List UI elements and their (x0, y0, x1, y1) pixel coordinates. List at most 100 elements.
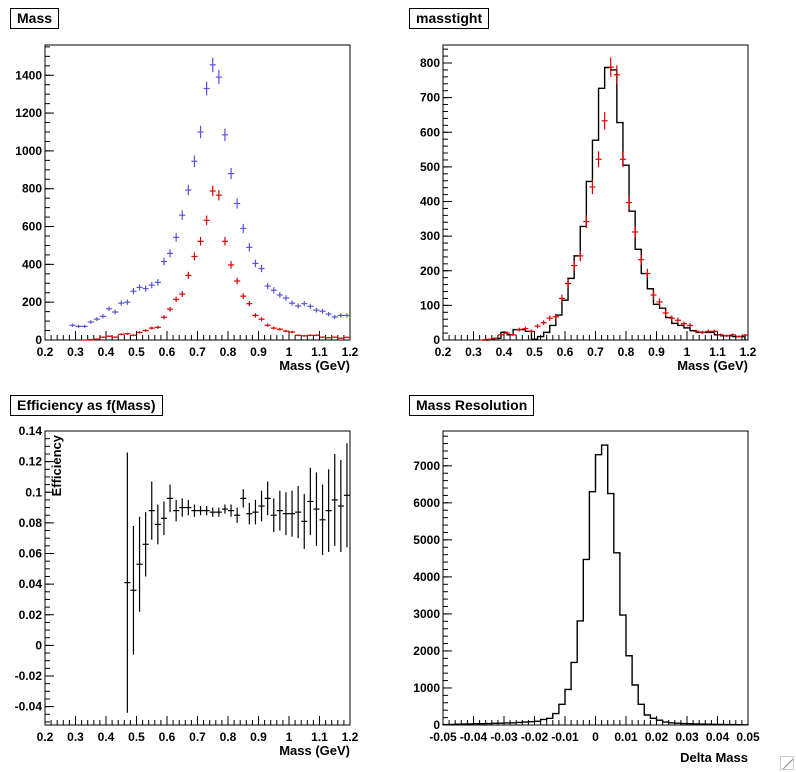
data-point (124, 452, 131, 713)
x-tick-label: 0.6 (557, 345, 574, 359)
data-point (711, 329, 718, 334)
data-point (234, 277, 241, 285)
y-tick-label: 0.06 (19, 547, 43, 561)
data-point (307, 467, 314, 536)
resize-handle[interactable] (780, 756, 794, 770)
y-tick-label: 300 (420, 229, 440, 243)
y-tick-label: 0.02 (19, 608, 43, 622)
data-point (118, 333, 125, 336)
data-point (191, 155, 198, 168)
data-point (307, 334, 314, 337)
x-tick-label: 0.9 (250, 730, 267, 744)
plot-frame (44, 430, 351, 726)
data-point (632, 225, 639, 239)
data-point (540, 320, 547, 326)
data-point (693, 329, 700, 334)
data-point (626, 195, 633, 210)
data-point (331, 314, 338, 320)
data-point (179, 291, 186, 297)
data-point (571, 260, 578, 271)
y-tick-label: 600 (420, 125, 440, 139)
data-point (491, 337, 498, 340)
x-tick-label: 0.01 (614, 730, 638, 744)
data-point (215, 189, 222, 201)
data-point (209, 507, 216, 517)
x-tick-label: 0.3 (67, 730, 84, 744)
x-tick-label: 0.9 (250, 345, 267, 359)
panel-1: 0.2 0.3 0.4 0.5 0.6 0.7 0.8 0.9 1 1.1 1.2 0 100 200 30… (420, 44, 757, 373)
data-point (644, 268, 651, 279)
data-point (130, 288, 137, 295)
data-point (276, 327, 283, 331)
y-tick-label: 0.14 (19, 424, 43, 438)
data-point (497, 333, 504, 337)
x-tick-label: 0.04 (706, 730, 730, 744)
data-point (203, 81, 210, 96)
data-point (313, 307, 320, 313)
x-tick-label: 0.02 (645, 730, 669, 744)
data-point (87, 339, 94, 341)
data-point (264, 481, 271, 516)
data-point (234, 507, 241, 523)
data-point (136, 284, 143, 291)
x-tick-label: 1.1 (311, 345, 328, 359)
title-efficiency: Efficiency as f(Mass) (10, 395, 163, 416)
data-point (289, 330, 296, 334)
y-tick-label: 0.04 (19, 577, 43, 591)
x-tick-label: 1 (684, 345, 691, 359)
data-point (601, 112, 608, 130)
data-point (705, 329, 712, 334)
x-tick-label: 0.6 (159, 730, 176, 744)
data-point (185, 499, 192, 516)
data-point (130, 334, 137, 337)
data-point (282, 329, 289, 333)
data-point (276, 490, 283, 531)
data-point (662, 309, 669, 317)
data-point (234, 198, 241, 209)
data-point (546, 315, 553, 321)
data-point (516, 327, 523, 332)
data-point (191, 252, 198, 261)
data-point (343, 443, 350, 548)
data-point (118, 300, 125, 306)
data-point (295, 486, 302, 539)
data-point (613, 65, 620, 85)
x-tick-label: 0.3 (67, 345, 84, 359)
data-point (258, 317, 265, 322)
data-point (534, 323, 541, 329)
plot-frame (442, 44, 749, 341)
data-point (99, 336, 106, 338)
data-point (197, 125, 204, 139)
data-point (583, 215, 590, 228)
histogram-step-0 (442, 444, 749, 726)
y-tick-label: 1000 (413, 681, 440, 695)
data-point (93, 338, 100, 340)
data-point (240, 293, 247, 300)
data-point (197, 506, 204, 516)
data-point (282, 295, 289, 301)
data-point (717, 333, 724, 337)
x-tick-label: 1.2 (740, 345, 757, 359)
y-tick-label: -0.02 (15, 669, 43, 683)
title-masstight: masstight (409, 8, 490, 29)
data-point (687, 323, 694, 328)
data-point (264, 323, 271, 327)
data-point (203, 215, 210, 226)
x-tick-label: 0.2 (37, 730, 54, 744)
y-tick-label: 0 (433, 718, 440, 732)
x-tick-label: 0.8 (220, 730, 237, 744)
x-tick-label: -0.03 (490, 730, 518, 744)
data-point (282, 492, 289, 536)
data-point (209, 185, 216, 197)
data-point (276, 292, 283, 298)
data-point (179, 498, 186, 517)
data-point (221, 128, 228, 142)
x-axis-title: Mass (GeV) (279, 358, 350, 373)
x-tick-label: 1 (286, 345, 293, 359)
data-point (124, 332, 131, 335)
panel-3: -0.05 -0.04 -0.03 -0.02 -0.01 0 0.01 0.02 0.03 0.… (413, 430, 760, 765)
data-point (240, 223, 247, 234)
data-point (528, 329, 535, 334)
y-tick-label: 400 (420, 195, 440, 209)
